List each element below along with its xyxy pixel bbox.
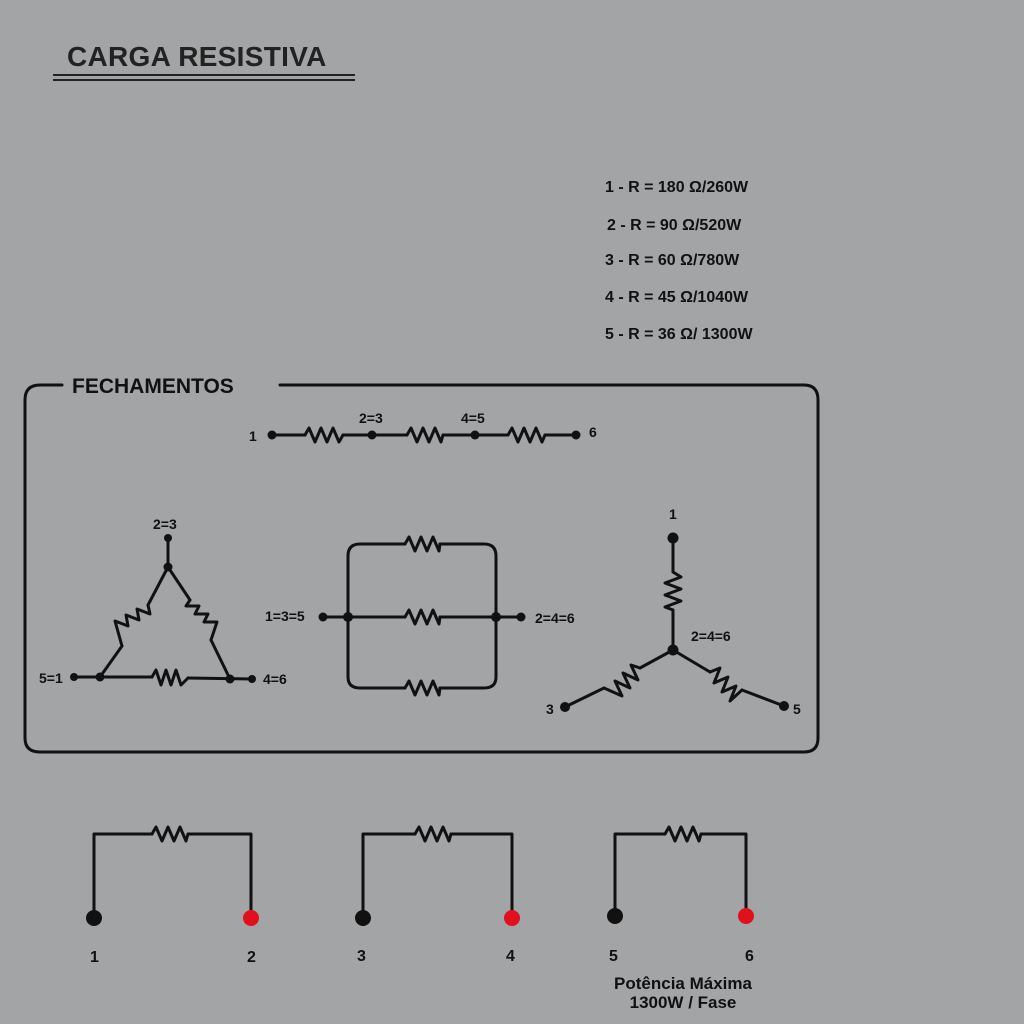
node-parallel-right [491,612,501,622]
max-power-value: 1300W / Fase [630,993,737,1012]
series-connection [270,426,578,444]
terminal-1 [86,910,102,926]
node-parallel-left [343,612,353,622]
node-star-center [667,644,679,656]
resistor-phase-1 [150,825,190,843]
node-delta-left [95,672,105,682]
node-parallel-left-terminal [318,612,328,622]
resistor-series-1 [303,426,345,444]
resistor-phase-3 [663,825,703,843]
node-star-top [667,532,679,544]
phase-circuit-2 [361,825,514,919]
node-star-right [779,701,789,711]
resistor-parallel-top [403,535,442,553]
label-series-node-a: 2=3 [359,410,383,426]
page-title: CARGA RESISTIVA [67,41,327,72]
resistor-delta-bottom [150,668,190,687]
node-series-6 [571,430,581,440]
terminal-3 [355,910,371,926]
resistor-star-right [708,666,744,703]
label-series-right: 6 [589,424,597,440]
max-power-label: Potência Máxima [614,974,752,993]
node-delta-right [225,674,235,684]
label-delta-top: 2=3 [153,516,177,532]
label-delta-left: 5=1 [39,670,63,686]
label-star-top: 1 [669,506,677,522]
label-star-left: 3 [546,701,554,717]
label-terminal-3: 3 [357,948,366,965]
resistor-star-top [663,570,683,612]
label-terminal-6: 6 [745,948,754,965]
terminal-4 [504,910,520,926]
delta-connection [72,536,254,687]
label-star-center: 2=4=6 [691,628,731,644]
terminal-6 [738,908,754,924]
fechamentos-frame [23,383,820,754]
resistor-delta-left [113,603,152,648]
title-block: CARGA RESISTIVA [53,40,355,81]
label-series-node-b: 4=5 [461,410,485,426]
resistor-parallel-bottom [403,679,442,697]
label-terminal-5: 5 [609,948,618,965]
resistor-series-3 [506,426,547,444]
node-series-4-5 [470,430,480,440]
title-underline [53,74,355,76]
phase-circuit-1 [92,825,253,919]
node-delta-top-terminal [164,534,172,542]
label-terminal-4: 4 [506,948,515,965]
node-star-left [560,702,570,712]
label-parallel-left: 1=3=5 [265,608,305,624]
resistor-series-2 [405,426,445,444]
node-delta-right-terminal [248,675,256,683]
node-series-2-3 [367,430,377,440]
resistor-delta-right [184,598,219,642]
label-parallel-right: 2=4=6 [535,610,575,626]
node-delta-left-terminal [70,673,78,681]
label-series-left: 1 [249,428,257,444]
resistor-star-left [602,663,642,698]
fechamentos-heading: FECHAMENTOS [72,375,234,398]
node-series-1 [267,430,277,440]
node-parallel-right-terminal [516,612,526,622]
phase-circuit-3 [613,825,748,917]
node-delta-top [163,562,173,572]
label-terminal-1: 1 [90,949,99,966]
terminal-2 [243,910,259,926]
resistor-parallel-middle [403,608,442,626]
terminal-5 [607,908,623,924]
star-connection [563,536,786,709]
title-underline-second [53,79,355,81]
label-star-right: 5 [793,701,801,717]
resistor-phase-2 [413,825,453,843]
label-terminal-2: 2 [247,949,256,966]
label-delta-right: 4=6 [263,671,287,687]
